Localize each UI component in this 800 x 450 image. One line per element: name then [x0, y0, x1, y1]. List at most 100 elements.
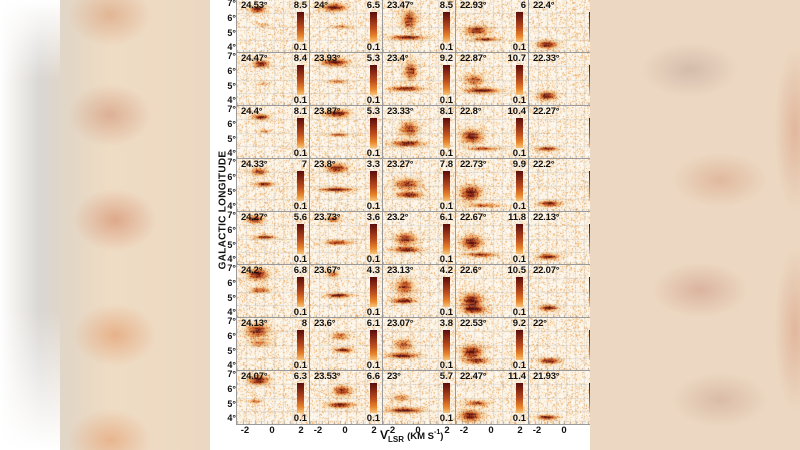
channel-map-panel: 23.47° 8.5 0.1	[382, 0, 457, 54]
x-tick-label: 2	[517, 425, 523, 436]
colorbar-min-label: 0.1	[439, 42, 453, 53]
colorbar-max-label: 5.3	[366, 106, 380, 117]
colorbar-min-label: 0.1	[293, 254, 307, 265]
y-tick-label: 4°	[227, 307, 236, 317]
x-tick-label: 2	[371, 425, 377, 436]
colorbar-min-label: 0.1	[293, 307, 307, 318]
colorbar-max-label: 8.1	[439, 106, 453, 117]
colorbar-max-label: 8.5	[439, 0, 453, 11]
y-tick-label: 5°	[227, 399, 236, 409]
colorbar-min-label: 0.1	[293, 95, 307, 106]
panel-latitude-label: 24.2°	[241, 265, 263, 276]
y-tick-label: 5°	[227, 28, 236, 38]
panel-latitude-label: 23°	[387, 371, 401, 382]
colorbar	[589, 65, 590, 95]
colorbar-min-label: 0.1	[512, 148, 526, 159]
colorbar-max-label: 10.4	[507, 106, 527, 117]
colorbar	[370, 224, 377, 254]
colorbar	[443, 12, 450, 42]
y-tick-label: 4°	[227, 95, 236, 105]
colorbar	[297, 383, 304, 413]
x-tick-label: 0	[415, 425, 421, 436]
channel-map-panel: 24.2° 6.8 0.1	[236, 264, 311, 319]
x-axis-unit-text: (KM S	[407, 431, 434, 442]
panel-latitude-label: 23.87°	[314, 106, 341, 117]
colorbar-min-label: 0.1	[439, 413, 453, 424]
channel-map-panel: 22.07°4.0.	[528, 264, 590, 319]
colorbar	[589, 12, 590, 42]
panel-latitude-label: 22.13°	[533, 212, 560, 223]
y-tick-label: 6°	[227, 384, 236, 394]
panel-latitude-label: 24.13°	[241, 318, 268, 329]
x-tick-label: -2	[386, 425, 396, 436]
colorbar	[370, 65, 377, 95]
colorbar-max-label: 6.1	[366, 318, 380, 329]
y-tick-label: 5°	[227, 346, 236, 356]
y-tick-label: 4°	[227, 42, 236, 52]
x-tick-label: 0	[561, 425, 567, 436]
y-tick-label: 7°	[227, 104, 236, 114]
colorbar	[589, 118, 590, 148]
panel-latitude-label: 22.6°	[460, 265, 482, 276]
channel-map-panel: 22.73° 9.9 0.1	[455, 158, 530, 213]
channel-map-panel: 24.07° 6.3 0.1	[236, 370, 311, 425]
colorbar-max-label: 4.3	[366, 265, 380, 276]
colorbar-max-label: 5.3	[366, 53, 380, 64]
panel-latitude-label: 22.53°	[460, 318, 487, 329]
panel-latitude-label: 23.33°	[387, 106, 414, 117]
colorbar-min-label: 0.1	[439, 201, 453, 212]
colorbar-min-label: 0.1	[366, 148, 380, 159]
colorbar-min-label: 0.1	[366, 42, 380, 53]
channel-map-panel: 23.2° 6.1 0.1	[382, 211, 457, 266]
colorbar-max-label: 9.2	[512, 318, 526, 329]
panel-latitude-label: 23.4°	[387, 53, 409, 64]
panel-latitude-label: 23.47°	[387, 0, 414, 11]
y-tick-label: 4°	[227, 148, 236, 158]
x-tick-label: -2	[240, 425, 250, 436]
y-tick-label: 7°	[227, 210, 236, 220]
panel-latitude-label: 24.07°	[241, 371, 268, 382]
colorbar-min-label: 0.1	[439, 307, 453, 318]
colorbar-max-label: 3.8	[439, 318, 453, 329]
colorbar-min-label: 0.1	[439, 360, 453, 371]
colorbar	[589, 330, 590, 360]
colorbar	[443, 330, 450, 360]
y-tick-label: 5°	[227, 134, 236, 144]
figure: GALACTIC LONGITUDE 7° 6° 5° 4° 7° 6° 5° 4° 7° 6° 5…	[210, 0, 590, 450]
colorbar-min-label: 0.1	[293, 148, 307, 159]
colorbar-min-label: 0.1	[366, 201, 380, 212]
channel-map-panel: 22.93° 6 0.1	[455, 0, 530, 54]
panel-latitude-label: 23.93°	[314, 53, 341, 64]
heatmap-canvas	[529, 53, 590, 106]
panel-latitude-label: 23.53°	[314, 371, 341, 382]
channel-map-panel: 23.8° 3.3 0.1	[309, 158, 384, 213]
colorbar-max-label: 6.3	[293, 371, 307, 382]
panel-latitude-label: 24°	[314, 0, 328, 11]
colorbar-max-label: 6.8	[293, 265, 307, 276]
colorbar-min-label: 0.1	[293, 413, 307, 424]
colorbar-min-label: 0.1	[439, 148, 453, 159]
colorbar-min-label: 0.1	[439, 95, 453, 106]
y-tick-label: 6°	[227, 278, 236, 288]
colorbar-max-label: 6.6	[366, 371, 380, 382]
panel-latitude-label: 22.73°	[460, 159, 487, 170]
panel-latitude-label: 22.87°	[460, 53, 487, 64]
panel-latitude-label: 22.67°	[460, 212, 487, 223]
colorbar	[443, 65, 450, 95]
channel-map-panel: 23.87° 5.3 0.1	[309, 105, 384, 160]
x-axis-label-main: V	[380, 428, 389, 442]
panel-latitude-label: 24.4°	[241, 106, 263, 117]
colorbar-min-label: 0.1	[366, 254, 380, 265]
colorbar-max-label: 9.9	[512, 159, 526, 170]
panel-latitude-label: 23.27°	[387, 159, 414, 170]
channel-map-panel: 23° 5.7 0.1	[382, 370, 457, 425]
panel-latitude-label: 24.27°	[241, 212, 268, 223]
panel-latitude-label: 22.2°	[533, 159, 555, 170]
colorbar-min-label: 0.1	[512, 42, 526, 53]
x-tick-label: 0	[488, 425, 494, 436]
channel-map-panel: 23.93° 5.3 0.1	[309, 52, 384, 107]
panel-latitude-label: 22.93°	[460, 0, 487, 11]
panel-latitude-label: 23.73°	[314, 212, 341, 223]
heatmap-canvas	[529, 265, 590, 318]
channel-map-panel: 22.27°4.0.	[528, 105, 590, 160]
